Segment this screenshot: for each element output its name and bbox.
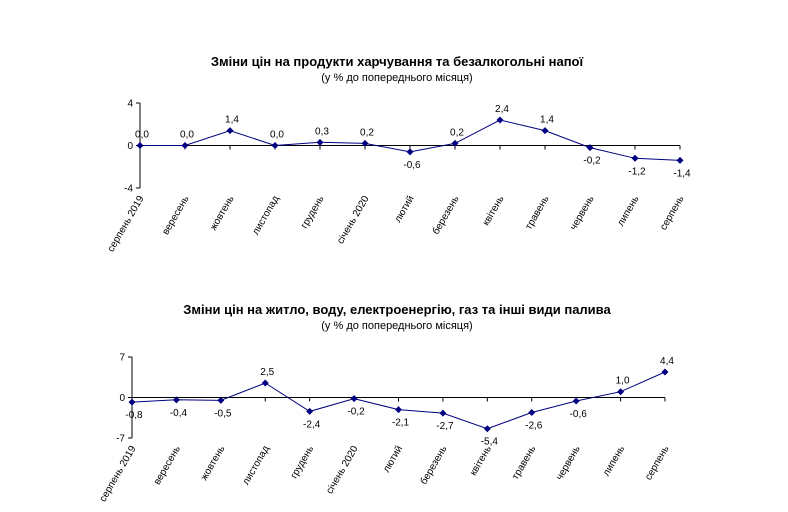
- y-tick-label: 4: [127, 99, 133, 110]
- data-point: [677, 157, 684, 164]
- data-label: -2,6: [525, 421, 543, 432]
- data-point: [497, 117, 504, 124]
- category-label: березень: [418, 444, 450, 487]
- data-point: [395, 406, 402, 413]
- category-label: лютий: [393, 194, 417, 225]
- data-point: [573, 397, 580, 404]
- data-label: 0,2: [360, 127, 374, 138]
- category-label: червень: [568, 194, 596, 232]
- category-label: серпень: [643, 444, 671, 482]
- category-label: серпень 2019: [98, 444, 139, 504]
- data-point: [662, 369, 669, 376]
- y-tick-label: 0: [119, 393, 125, 404]
- data-point: [227, 127, 234, 134]
- category-label: вересень: [152, 444, 183, 487]
- data-point: [484, 425, 491, 432]
- category-label: листопад: [241, 444, 272, 487]
- chart-subtitle: (у % до попереднього місяця): [321, 320, 472, 332]
- data-point: [272, 142, 279, 149]
- data-label: -0,2: [583, 156, 601, 167]
- category-label: жовтень: [208, 194, 237, 233]
- category-label: червень: [554, 444, 582, 482]
- data-label: -1,4: [673, 168, 691, 179]
- category-label: січень 2020: [335, 194, 372, 246]
- data-label: 2,4: [495, 104, 509, 115]
- data-label: -0,6: [403, 160, 421, 171]
- category-label: лютий: [381, 444, 405, 475]
- data-point: [262, 380, 269, 387]
- data-point: [351, 395, 358, 402]
- data-label: -1,2: [628, 166, 646, 177]
- y-tick-label: -7: [116, 434, 125, 445]
- chart-title: Зміни цін на житло, воду, електроенергію…: [183, 302, 611, 317]
- category-label: травень: [523, 194, 551, 232]
- category-label: грудень: [289, 444, 316, 481]
- data-label: 4,4: [660, 356, 674, 367]
- data-point: [439, 410, 446, 417]
- data-label: -0,2: [347, 407, 365, 418]
- data-label: 1,4: [540, 115, 554, 126]
- data-label: -2,7: [436, 421, 454, 432]
- data-label: 0,0: [180, 130, 194, 141]
- food-prices-chart: Зміни цін на продукти харчування та беза…: [106, 54, 691, 254]
- category-label: липень: [616, 194, 642, 228]
- category-label: липень: [601, 444, 627, 478]
- data-label: 0,0: [135, 130, 149, 141]
- data-label: -0,4: [170, 408, 188, 419]
- data-point: [129, 399, 136, 406]
- category-label: квітень: [481, 194, 507, 228]
- category-label: квітень: [468, 444, 494, 478]
- category-label: жовтень: [199, 444, 228, 483]
- category-label: серпень 2019: [106, 194, 147, 254]
- data-point: [306, 408, 313, 415]
- data-label: -2,4: [303, 419, 321, 430]
- category-label: вересень: [160, 194, 191, 237]
- category-label: серпень: [658, 194, 686, 232]
- data-label: 1,4: [225, 115, 239, 126]
- data-label: -0,8: [125, 410, 143, 421]
- data-point: [407, 148, 414, 155]
- category-label: грудень: [299, 194, 326, 231]
- chart-subtitle: (у % до попереднього місяця): [321, 72, 472, 84]
- category-label: березень: [430, 194, 462, 237]
- data-point: [317, 139, 324, 146]
- data-point: [632, 155, 639, 162]
- chart-title: Зміни цін на продукти харчування та беза…: [211, 54, 584, 69]
- data-point: [542, 127, 549, 134]
- data-label: 1,0: [616, 376, 630, 387]
- y-tick-label: -4: [124, 184, 133, 195]
- category-label: листопад: [250, 194, 281, 237]
- data-label: 2,5: [260, 367, 274, 378]
- data-point: [137, 142, 144, 149]
- housing-prices-chart: Зміни цін на житло, воду, електроенергію…: [98, 302, 675, 504]
- data-label: 0,2: [450, 127, 464, 138]
- data-point: [182, 142, 189, 149]
- data-label: -0,5: [214, 408, 232, 419]
- data-point: [617, 388, 624, 395]
- category-label: січень 2020: [324, 444, 361, 496]
- data-label: 0,0: [270, 130, 284, 141]
- data-label: 0,3: [315, 126, 329, 137]
- data-label: -0,6: [570, 409, 588, 420]
- y-tick-label: 0: [127, 141, 133, 152]
- data-point: [528, 409, 535, 416]
- y-tick-label: 7: [119, 353, 125, 364]
- data-label: -2,1: [392, 418, 410, 429]
- category-label: травень: [510, 444, 538, 482]
